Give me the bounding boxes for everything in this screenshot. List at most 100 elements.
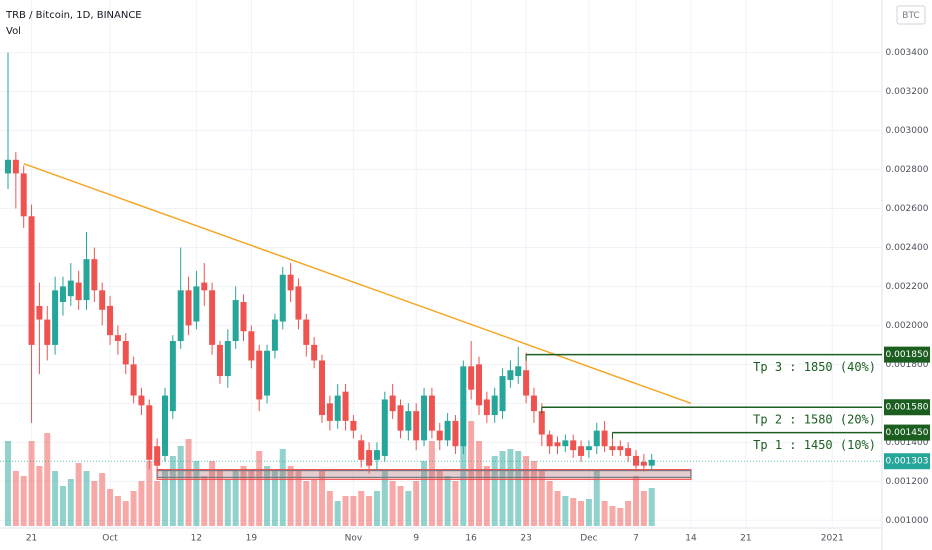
- volume-bar: [169, 456, 176, 526]
- volume-bar: [436, 471, 443, 526]
- volume-bar: [444, 476, 451, 526]
- candle-body: [562, 440, 569, 447]
- candle-body: [397, 405, 404, 431]
- volume-bar: [530, 461, 537, 526]
- overlays: Tp 3 : 1850 (40%) Tp 2 : 1580 (20%) Tp 1 :…: [0, 162, 882, 462]
- candle-body: [428, 395, 435, 431]
- candle-body: [389, 395, 396, 412]
- volume-bar: [523, 456, 530, 526]
- volume-bar: [633, 476, 639, 526]
- target-badge: [884, 346, 930, 363]
- candle-body: [640, 461, 647, 466]
- volume-bar: [428, 441, 435, 526]
- volume-bar: [421, 461, 428, 526]
- volume-bar: [83, 471, 90, 526]
- x-tick-label: Dec: [580, 534, 597, 544]
- y-tick-label: 0.003400: [886, 48, 929, 58]
- candle-body: [585, 446, 592, 451]
- volume-bar: [216, 471, 223, 526]
- candle-body: [303, 319, 310, 345]
- volume-bar: [44, 433, 51, 526]
- candle-body: [216, 344, 223, 377]
- candle-body: [413, 411, 420, 441]
- x-tick-label: Nov: [345, 534, 363, 544]
- volume-bar: [185, 439, 192, 526]
- volume-bar: [67, 479, 74, 526]
- target-price-label: 0.001850: [886, 350, 929, 360]
- target-text: Tp 3 : 1850 (40%): [753, 360, 876, 374]
- candle-body: [319, 360, 325, 416]
- volume-bar: [578, 501, 585, 526]
- volume-bar: [201, 476, 208, 526]
- volume-bar: [193, 461, 200, 526]
- candle-body: [5, 159, 11, 174]
- volume-bar: [609, 506, 616, 526]
- candle-body: [224, 340, 231, 377]
- candle-body: [138, 395, 145, 406]
- candle-body: [342, 391, 349, 421]
- volume-bar: [36, 466, 43, 526]
- volume-bar: [295, 471, 302, 526]
- volume-bar: [585, 499, 592, 526]
- volume-bar: [311, 479, 318, 526]
- candle-body: [381, 399, 388, 456]
- candle-body: [52, 290, 59, 345]
- target-price-label: 0.001450: [886, 428, 929, 438]
- candle-body: [177, 290, 184, 341]
- volume-bar: [224, 479, 231, 526]
- volume-bar: [107, 489, 114, 526]
- candles: [5, 52, 655, 474]
- volume-bar: [271, 471, 278, 526]
- symbol-title: TRB / Bitcoin, 1D, BINANCE: [5, 10, 142, 21]
- volume-bar: [209, 461, 216, 526]
- last-price-badge: [884, 453, 930, 470]
- candle-body: [28, 216, 35, 345]
- volume-bar: [617, 508, 624, 526]
- target-badge: [884, 424, 930, 441]
- candle-body: [570, 440, 577, 451]
- volume-bar: [146, 461, 153, 526]
- candle-body: [491, 395, 498, 416]
- volume-bar: [499, 451, 506, 526]
- volume-bar: [507, 449, 514, 526]
- candle-body: [20, 173, 27, 217]
- x-tick-label: 12: [191, 534, 202, 544]
- volume-bar: [570, 498, 577, 526]
- candle-body: [609, 446, 616, 451]
- candle-body: [279, 274, 286, 322]
- volume-bar: [342, 496, 349, 526]
- volume-label: Vol: [6, 26, 21, 37]
- candle-body: [232, 300, 239, 341]
- candle-body: [617, 446, 624, 451]
- candle-body: [554, 442, 561, 447]
- volume-bar: [476, 441, 482, 526]
- candle-body: [507, 370, 514, 380]
- volume-bar: [640, 491, 647, 526]
- candle-body: [209, 290, 216, 345]
- currency-box[interactable]: [896, 5, 926, 25]
- candle-body: [36, 305, 43, 320]
- volume-bar: [326, 491, 333, 526]
- volume-bar: [625, 501, 632, 526]
- candle-body: [75, 282, 82, 301]
- candle-body: [44, 319, 51, 345]
- candle-body: [358, 440, 365, 460]
- candle-body: [326, 403, 333, 421]
- candle-body: [515, 366, 522, 377]
- candle-body: [240, 302, 247, 332]
- y-tick-label: 0.002800: [886, 165, 929, 175]
- volume-bar: [130, 491, 137, 526]
- candle-body: [460, 366, 467, 447]
- x-tick-label: 21: [740, 534, 751, 544]
- candle-body: [350, 420, 357, 431]
- candle-body: [162, 395, 168, 456]
- candle-body: [421, 395, 428, 441]
- candle-body: [625, 448, 632, 456]
- volume-bar: [334, 501, 341, 526]
- volume-bar: [460, 441, 467, 526]
- candle-body: [546, 434, 553, 447]
- volume-bar: [20, 476, 27, 526]
- candle-body: [334, 395, 341, 421]
- currency-label[interactable]: BTC: [902, 11, 919, 21]
